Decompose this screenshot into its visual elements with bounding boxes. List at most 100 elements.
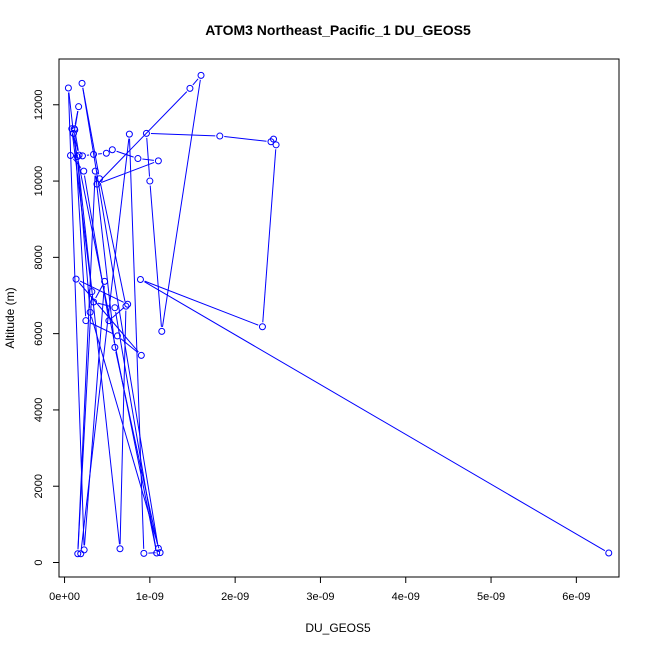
data-point bbox=[88, 288, 96, 296]
data-point bbox=[73, 153, 81, 161]
data-point bbox=[154, 157, 162, 165]
data-point bbox=[140, 549, 148, 557]
data-point bbox=[86, 308, 94, 316]
series-line-segment bbox=[75, 111, 79, 126]
y-tick-label: 8000 bbox=[33, 245, 45, 269]
series-line-segment bbox=[142, 158, 154, 161]
series-line-segment bbox=[99, 183, 126, 302]
data-point bbox=[72, 275, 80, 283]
series-line-segment bbox=[129, 138, 145, 549]
series-line-segment bbox=[74, 137, 79, 151]
data-point bbox=[111, 343, 119, 351]
series-line-segment bbox=[82, 87, 100, 175]
series-line-segment bbox=[224, 136, 267, 142]
x-axis-label: DU_GEOS5 bbox=[305, 621, 371, 635]
series-line-segment bbox=[120, 338, 139, 353]
y-tick-label: 6000 bbox=[33, 321, 45, 345]
y-tick-label: 12000 bbox=[33, 89, 45, 120]
data-point bbox=[80, 167, 88, 175]
x-tick-label: 4e-09 bbox=[392, 591, 420, 603]
data-point bbox=[101, 277, 109, 285]
data-point bbox=[197, 71, 205, 79]
series-line-segment bbox=[77, 161, 121, 545]
data-point bbox=[134, 155, 142, 163]
data-point bbox=[137, 351, 145, 359]
data-point bbox=[146, 177, 154, 185]
series-line-segment bbox=[262, 149, 277, 323]
series-line-segment bbox=[146, 137, 151, 177]
data-point bbox=[77, 550, 85, 558]
series-line-segment bbox=[84, 285, 105, 546]
x-tick-label: 0e+00 bbox=[49, 591, 80, 603]
data-point bbox=[71, 126, 79, 134]
series-line-segment bbox=[90, 316, 160, 549]
data-point bbox=[90, 150, 98, 158]
series-line-segment bbox=[82, 87, 159, 545]
data-point bbox=[75, 103, 83, 111]
x-tick-label: 3e-09 bbox=[306, 591, 334, 603]
data-point bbox=[142, 129, 150, 137]
data-point bbox=[158, 327, 166, 335]
data-point bbox=[78, 152, 86, 160]
data-point bbox=[125, 130, 133, 138]
data-point bbox=[96, 175, 104, 183]
data-point bbox=[216, 132, 224, 140]
y-axis: 0 2000 4000 6000 8000 10000 12000 bbox=[33, 89, 60, 566]
x-axis: 0e+00 1e-09 2e-09 3e-09 4e-09 5e-09 6e-09 bbox=[49, 576, 590, 603]
y-tick-label: 0 bbox=[33, 559, 45, 565]
series-line-segment bbox=[95, 175, 115, 343]
data-point bbox=[267, 138, 275, 146]
series-line-segment bbox=[79, 280, 124, 303]
series-line-segment bbox=[144, 281, 606, 552]
series-line-segment bbox=[116, 150, 134, 158]
series-line-segment bbox=[77, 175, 96, 550]
series-line-segment bbox=[111, 306, 125, 319]
data-point bbox=[75, 151, 83, 159]
series-line-segment bbox=[115, 312, 157, 549]
data-point bbox=[156, 549, 164, 557]
data-point bbox=[124, 300, 132, 308]
x-tick-label: 5e-09 bbox=[477, 591, 505, 603]
series-line-segment bbox=[115, 351, 158, 545]
series-line-segment bbox=[68, 92, 74, 129]
series-line-segment bbox=[80, 138, 130, 550]
chart-title: ATOM3 Northeast_Pacific_1 DU_GEOS5 bbox=[205, 22, 471, 38]
series-line-segment bbox=[75, 134, 79, 151]
data-point bbox=[64, 84, 72, 92]
data-point bbox=[90, 298, 98, 306]
series-line-segment bbox=[192, 78, 199, 86]
data-point bbox=[154, 544, 162, 552]
data-point bbox=[82, 317, 90, 325]
data-point bbox=[105, 317, 113, 325]
y-tick-label: 2000 bbox=[33, 474, 45, 498]
y-tick-label: 10000 bbox=[33, 166, 45, 197]
data-point bbox=[78, 79, 86, 87]
data-point bbox=[258, 323, 266, 331]
series-line-segment bbox=[95, 285, 103, 299]
data-point bbox=[80, 546, 88, 554]
data-point bbox=[186, 84, 194, 92]
series-line-segment bbox=[100, 161, 155, 183]
data-point bbox=[272, 141, 280, 149]
data-point bbox=[153, 549, 161, 557]
x-tick-label: 2e-09 bbox=[221, 591, 249, 603]
series-line-segment bbox=[97, 302, 111, 308]
x-tick-label: 6e-09 bbox=[562, 591, 590, 603]
data-point bbox=[116, 545, 124, 553]
data-point bbox=[74, 550, 82, 558]
series-line-segment bbox=[150, 133, 216, 137]
series-line-segment bbox=[149, 185, 162, 327]
y-axis-label: Altitude (m) bbox=[3, 287, 17, 348]
data-point bbox=[67, 152, 75, 160]
y-tick-label: 4000 bbox=[33, 398, 45, 422]
data-point bbox=[108, 146, 116, 154]
data-point bbox=[122, 302, 130, 310]
series-line-segment bbox=[119, 310, 127, 545]
data-point bbox=[70, 129, 78, 137]
data-point bbox=[113, 332, 121, 340]
data-series bbox=[64, 71, 613, 558]
series-line-segment bbox=[77, 161, 91, 308]
data-point bbox=[111, 304, 119, 312]
x-tick-label: 1e-09 bbox=[136, 591, 164, 603]
